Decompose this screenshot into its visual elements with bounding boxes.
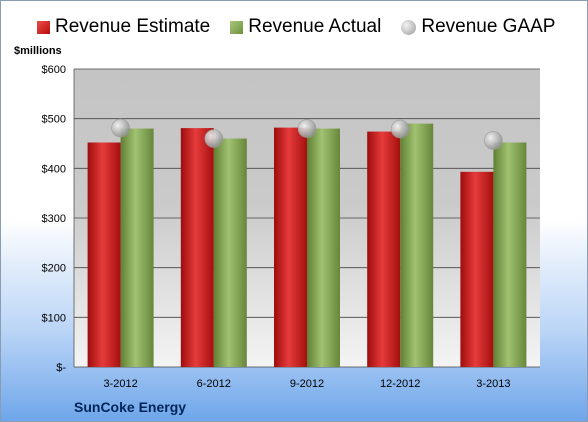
marker-revenue-gaap xyxy=(111,118,130,138)
y-tick-label: $100 xyxy=(42,312,66,324)
bar-revenue-estimate xyxy=(87,142,121,367)
legend-swatch-actual xyxy=(230,20,244,34)
bar-revenue-actual xyxy=(400,123,434,367)
legend-label-estimate: Revenue Estimate xyxy=(55,16,211,37)
x-tick-label: 6-2012 xyxy=(197,378,231,390)
legend-item-gaap: Revenue GAAP xyxy=(401,16,555,38)
x-tick-label: 3-2013 xyxy=(476,378,510,390)
marker-revenue-gaap xyxy=(390,119,410,139)
x-tick-label: 12-2012 xyxy=(380,378,420,390)
y-tick-label: $200 xyxy=(42,263,66,275)
marker-revenue-gaap xyxy=(297,119,317,138)
marker-revenue-gaap xyxy=(484,131,503,150)
bar-revenue-estimate xyxy=(460,171,494,367)
bar-revenue-actual xyxy=(120,128,154,367)
bar-revenue-actual xyxy=(493,142,527,367)
legend: Revenue Estimate Revenue Actual Revenue … xyxy=(37,16,555,38)
y-tick-label: $400 xyxy=(42,163,66,175)
y-tick-label: $300 xyxy=(42,213,66,225)
legend-label-actual: Revenue Actual xyxy=(248,16,382,37)
y-tick-label: $500 xyxy=(42,114,66,126)
bar-revenue-estimate xyxy=(180,128,214,367)
x-tick-label: 9-2012 xyxy=(290,378,324,390)
legend-item-estimate: Revenue Estimate xyxy=(37,16,210,38)
marker-revenue-gaap xyxy=(204,129,224,148)
y-tick-label: $- xyxy=(56,362,66,374)
company-name: SunCoke Energy xyxy=(74,399,187,415)
x-tick-label: 3-2012 xyxy=(103,378,137,390)
y-tick-label: $600 xyxy=(42,64,66,76)
y-axis-unit-label: $millions xyxy=(14,45,62,57)
bar-revenue-actual xyxy=(307,128,340,367)
legend-label-gaap: Revenue GAAP xyxy=(421,16,556,37)
legend-swatch-estimate xyxy=(37,20,50,34)
bar-revenue-estimate xyxy=(274,127,307,368)
bar-revenue-estimate xyxy=(367,131,401,367)
legend-swatch-gaap xyxy=(401,19,417,35)
bar-revenue-actual xyxy=(213,138,247,367)
legend-item-actual: Revenue Actual xyxy=(230,16,381,38)
